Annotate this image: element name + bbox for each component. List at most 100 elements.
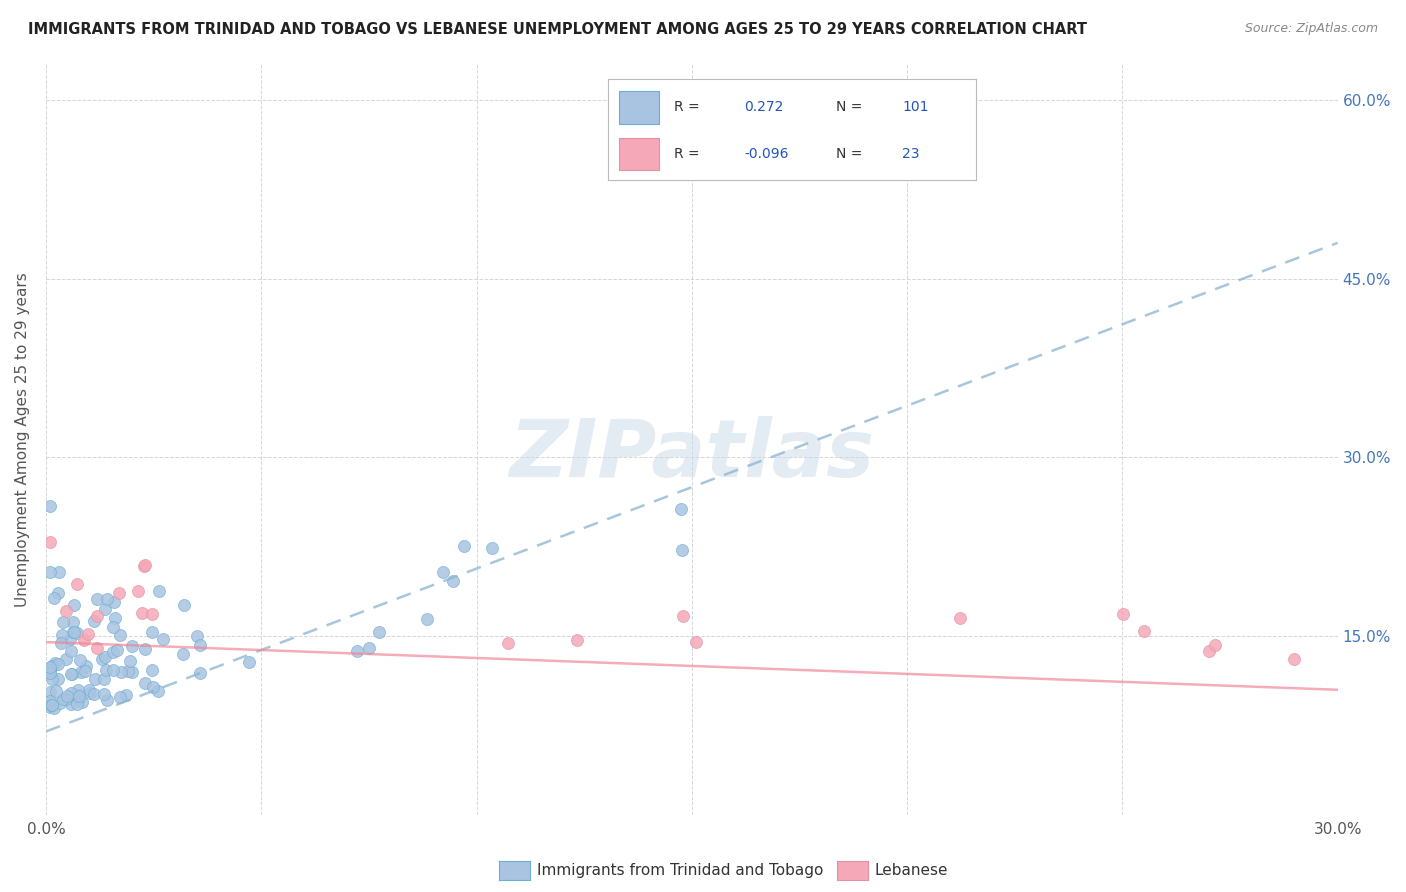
Point	[101, 645, 124, 659]
Text: IMMIGRANTS FROM TRINIDAD AND TOBAGO VS LEBANESE UNEMPLOYMENT AMONG AGES 25 TO 29: IMMIGRANTS FROM TRINIDAD AND TOBAGO VS L…	[28, 22, 1087, 37]
Point	[83, 614, 105, 628]
Point	[346, 644, 368, 658]
Point	[39, 663, 62, 677]
Point	[105, 642, 128, 657]
Point	[55, 652, 77, 666]
Point	[141, 625, 163, 640]
Point	[671, 543, 693, 558]
Point	[67, 692, 90, 706]
Point	[70, 695, 93, 709]
Y-axis label: Unemployment Among Ages 25 to 29 years: Unemployment Among Ages 25 to 29 years	[15, 272, 30, 607]
Point	[41, 698, 63, 713]
Point	[39, 665, 62, 680]
Point	[46, 657, 69, 672]
Point	[416, 612, 439, 626]
Point	[152, 632, 174, 646]
Point	[84, 673, 107, 687]
Point	[238, 656, 260, 670]
Point	[188, 638, 211, 652]
Point	[172, 647, 194, 661]
Point	[44, 656, 66, 670]
Point	[62, 599, 84, 613]
Point	[39, 694, 62, 708]
Point	[77, 683, 100, 698]
Point	[67, 688, 90, 702]
Point	[41, 673, 63, 687]
Point	[108, 627, 131, 641]
Point	[66, 577, 89, 591]
Point	[186, 629, 208, 643]
Point	[55, 692, 77, 706]
Point	[62, 615, 84, 630]
Point	[41, 659, 63, 673]
Point	[66, 683, 89, 698]
Point	[39, 565, 62, 579]
Point	[86, 608, 108, 623]
Point	[108, 586, 131, 600]
Point	[39, 698, 62, 712]
Point	[368, 625, 391, 640]
Point	[45, 684, 67, 698]
Point	[496, 635, 519, 649]
Point	[69, 653, 91, 667]
Point	[83, 687, 105, 701]
Point	[94, 649, 117, 664]
Point	[96, 692, 118, 706]
Point	[39, 500, 62, 514]
Point	[121, 640, 143, 654]
Point	[59, 632, 82, 647]
Point	[73, 633, 96, 648]
Point	[46, 586, 69, 600]
Point	[141, 663, 163, 677]
Point	[52, 691, 75, 706]
Point	[101, 619, 124, 633]
Point	[96, 592, 118, 607]
Point	[94, 602, 117, 616]
Point	[108, 690, 131, 704]
Point	[131, 606, 153, 620]
Point	[134, 558, 156, 573]
Point	[59, 698, 82, 712]
Point	[188, 666, 211, 681]
Point	[60, 667, 83, 681]
Point	[93, 687, 115, 701]
Point	[66, 697, 89, 711]
Point	[91, 652, 114, 666]
Point	[1133, 624, 1156, 638]
Text: Immigrants from Trinidad and Tobago: Immigrants from Trinidad and Tobago	[537, 863, 824, 878]
Point	[1112, 607, 1135, 622]
Point	[69, 665, 91, 679]
Point	[115, 688, 138, 702]
Point	[56, 689, 79, 703]
Point	[141, 607, 163, 622]
Point	[121, 665, 143, 679]
Point	[134, 641, 156, 656]
Point	[48, 696, 70, 710]
Point	[73, 664, 96, 678]
Point	[79, 686, 101, 700]
Point	[63, 625, 86, 640]
Point	[453, 539, 475, 553]
Text: Source: ZipAtlas.com: Source: ZipAtlas.com	[1244, 22, 1378, 36]
Point	[39, 660, 62, 674]
Point	[148, 584, 170, 599]
Point	[42, 701, 65, 715]
Text: Lebanese: Lebanese	[875, 863, 948, 878]
Point	[173, 598, 195, 612]
Point	[75, 658, 97, 673]
Point	[1198, 644, 1220, 658]
Point	[101, 664, 124, 678]
Point	[669, 502, 692, 516]
Point	[86, 641, 108, 656]
Point	[62, 624, 84, 639]
Point	[117, 664, 139, 678]
Point	[96, 663, 118, 677]
Point	[134, 676, 156, 690]
Point	[39, 535, 62, 549]
Point	[949, 611, 972, 625]
Point	[86, 592, 108, 607]
Point	[441, 574, 464, 588]
Point	[565, 632, 588, 647]
Point	[49, 635, 72, 649]
Point	[685, 634, 707, 648]
